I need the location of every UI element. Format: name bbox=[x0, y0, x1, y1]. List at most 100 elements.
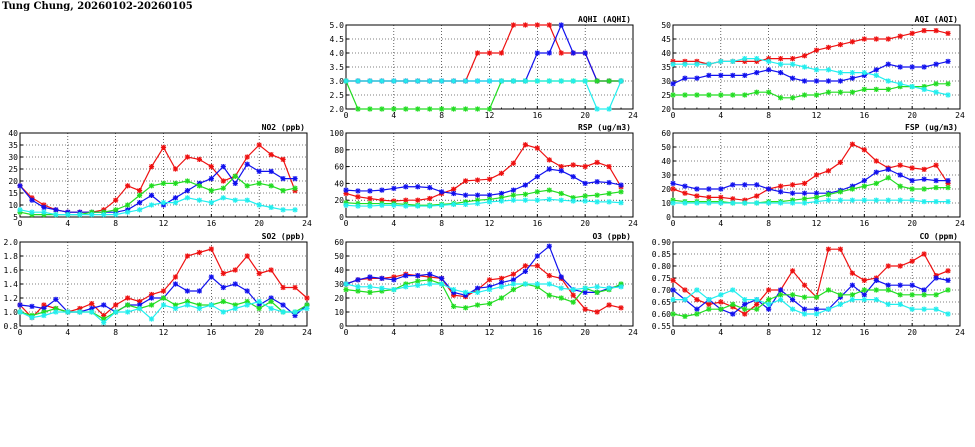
data-point bbox=[618, 200, 624, 206]
data-point bbox=[415, 106, 421, 112]
data-point bbox=[534, 189, 540, 195]
data-point bbox=[897, 162, 903, 168]
chart-o3: 0 4 8 12 16 20 24 0 10 20 30 40 50 60 O3 (ppb) bbox=[334, 232, 638, 337]
x-tick-label: 8 bbox=[766, 219, 771, 228]
x-tick-label: 0 bbox=[344, 111, 349, 120]
data-point bbox=[694, 306, 700, 312]
data-point bbox=[861, 297, 867, 303]
x-tick-label: 12 bbox=[812, 111, 822, 120]
data-point bbox=[160, 295, 167, 301]
x-tick-label: 4 bbox=[391, 219, 396, 228]
data-point bbox=[825, 287, 832, 293]
data-point bbox=[582, 285, 588, 291]
x-tick-label: 4 bbox=[391, 111, 396, 120]
x-tick-label: 0 bbox=[18, 219, 23, 228]
data-point bbox=[558, 50, 564, 56]
data-point bbox=[486, 287, 493, 293]
data-point bbox=[837, 89, 844, 95]
y-tick-label: 0.8 bbox=[4, 322, 19, 331]
data-point bbox=[462, 106, 469, 112]
data-point bbox=[921, 306, 927, 312]
data-point bbox=[546, 50, 552, 56]
data-point bbox=[778, 287, 784, 293]
y-tick-label: 30 bbox=[661, 77, 671, 86]
data-point bbox=[594, 284, 600, 290]
x-tick-label: 12 bbox=[812, 328, 822, 337]
data-point bbox=[451, 287, 457, 293]
y-tick-label: 0.70 bbox=[652, 286, 671, 295]
data-point bbox=[921, 251, 927, 257]
data-point bbox=[355, 106, 361, 112]
data-point bbox=[232, 197, 238, 203]
x-tick-label: 24 bbox=[302, 328, 312, 337]
series-cyan bbox=[17, 195, 298, 218]
y-tick-label: 1.4 bbox=[4, 280, 19, 289]
data-point bbox=[742, 72, 748, 78]
data-point bbox=[391, 277, 397, 283]
data-point bbox=[125, 202, 131, 208]
y-tick-label: 10 bbox=[661, 199, 671, 208]
data-point bbox=[148, 202, 155, 208]
data-point bbox=[220, 195, 226, 201]
data-point bbox=[789, 61, 796, 67]
data-point bbox=[778, 189, 784, 195]
y-tick-label: 40 bbox=[334, 266, 344, 275]
data-point bbox=[813, 92, 820, 98]
data-point bbox=[594, 106, 600, 112]
data-point bbox=[606, 179, 612, 186]
data-point bbox=[766, 306, 772, 312]
x-tick-label: 24 bbox=[628, 219, 638, 228]
x-tick-label: 12 bbox=[485, 328, 495, 337]
data-point bbox=[873, 67, 879, 73]
data-point bbox=[498, 284, 505, 290]
data-point bbox=[474, 78, 481, 84]
data-point bbox=[873, 197, 879, 203]
data-point bbox=[789, 306, 796, 312]
y-tick-label: 30 bbox=[334, 280, 344, 289]
data-point bbox=[801, 190, 808, 196]
data-point bbox=[582, 50, 588, 56]
data-point bbox=[558, 78, 564, 84]
data-point bbox=[694, 311, 700, 317]
data-point bbox=[546, 281, 552, 287]
data-point bbox=[682, 183, 688, 189]
data-point bbox=[208, 246, 214, 252]
data-point bbox=[522, 78, 528, 84]
data-point bbox=[718, 299, 724, 305]
data-point bbox=[861, 183, 867, 189]
data-point bbox=[510, 187, 517, 193]
data-point bbox=[682, 297, 688, 303]
data-point bbox=[801, 53, 808, 59]
data-point bbox=[825, 78, 832, 84]
data-point bbox=[522, 22, 528, 28]
data-point bbox=[570, 50, 576, 56]
x-tick-label: 16 bbox=[533, 111, 543, 120]
data-point bbox=[403, 284, 409, 290]
series-blue bbox=[17, 161, 298, 215]
data-point bbox=[897, 183, 903, 189]
data-point bbox=[861, 70, 867, 76]
data-point bbox=[546, 78, 552, 84]
y-tick-label: 20 bbox=[334, 294, 344, 303]
data-point bbox=[148, 192, 155, 198]
x-tick-label: 24 bbox=[302, 219, 312, 228]
data-point bbox=[766, 287, 772, 293]
data-point bbox=[789, 190, 796, 196]
data-point bbox=[778, 183, 784, 189]
data-point bbox=[837, 70, 844, 76]
data-point bbox=[136, 305, 143, 312]
data-point bbox=[29, 315, 35, 321]
x-tick-label: 20 bbox=[254, 328, 264, 337]
data-point bbox=[670, 81, 676, 87]
x-tick-label: 24 bbox=[628, 328, 638, 337]
data-point bbox=[849, 292, 855, 298]
data-point bbox=[837, 197, 844, 203]
data-point bbox=[184, 195, 191, 201]
data-point bbox=[208, 302, 214, 308]
data-point bbox=[801, 200, 808, 206]
data-point bbox=[522, 197, 528, 203]
data-point bbox=[184, 253, 191, 259]
data-point bbox=[136, 192, 143, 198]
data-point bbox=[160, 144, 167, 150]
data-point bbox=[861, 86, 867, 92]
